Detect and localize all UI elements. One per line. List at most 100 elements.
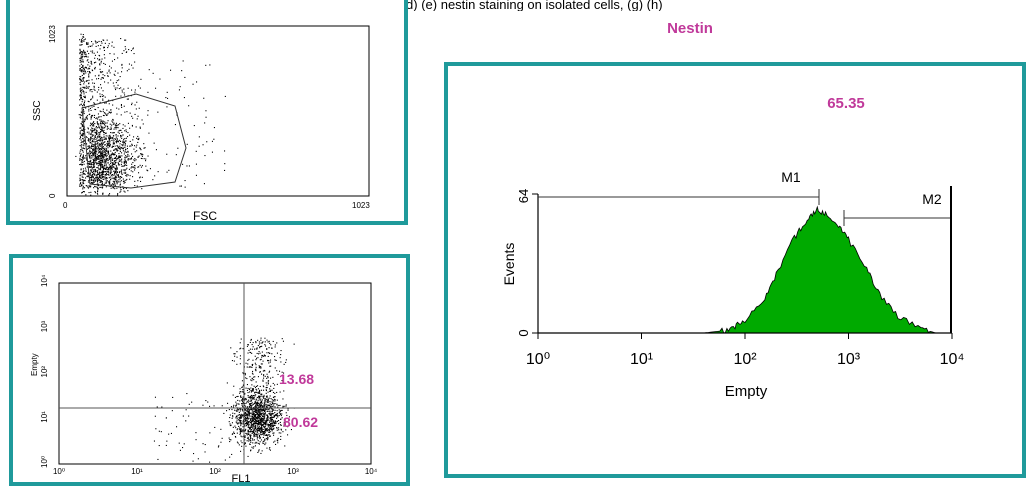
event-dot: [286, 414, 288, 416]
event-dot: [264, 425, 266, 427]
event-dot: [242, 421, 244, 423]
event-dot: [126, 51, 128, 53]
event-dot: [239, 410, 241, 412]
event-dot: [83, 96, 85, 98]
event-dot: [84, 173, 86, 175]
event-dot: [193, 453, 195, 455]
event-dot: [100, 165, 102, 167]
event-dot: [81, 101, 83, 103]
event-dot: [280, 438, 282, 440]
event-dot: [256, 442, 258, 444]
event-dot: [99, 175, 101, 177]
event-dot: [94, 66, 96, 68]
event-dot: [95, 127, 97, 129]
event-dot: [258, 420, 260, 422]
event-dot: [140, 157, 142, 159]
chart-title: Nestin: [667, 20, 713, 37]
event-dot: [234, 353, 236, 355]
event-dot: [89, 177, 91, 179]
event-dot: [97, 41, 99, 43]
event-dot: [98, 156, 100, 158]
event-dot: [81, 192, 83, 194]
event-dot: [260, 394, 262, 396]
event-dot: [247, 344, 249, 346]
event-dot: [89, 162, 91, 164]
event-dot: [124, 145, 126, 147]
event-dot: [119, 155, 121, 157]
event-dot: [106, 109, 108, 111]
event-dot: [108, 137, 110, 139]
event-dot: [118, 163, 120, 165]
event-dot: [157, 458, 159, 460]
event-dot: [274, 344, 276, 346]
event-dot: [280, 429, 282, 431]
event-dot: [99, 135, 101, 137]
event-dot: [270, 389, 272, 391]
event-dot: [79, 116, 81, 118]
event-dot: [90, 109, 92, 111]
event-dot: [276, 399, 278, 401]
event-dot: [126, 167, 128, 169]
event-dot: [102, 146, 104, 148]
event-dot: [104, 42, 106, 44]
event-dot: [255, 409, 257, 411]
event-dot: [87, 145, 89, 147]
event-dot: [242, 384, 244, 386]
event-dot: [267, 424, 269, 426]
event-dot: [93, 150, 95, 152]
event-dot: [240, 440, 242, 442]
event-dot: [108, 144, 110, 146]
event-dot: [220, 428, 222, 430]
event-dot: [269, 342, 271, 344]
event-dot: [94, 142, 96, 144]
event-dot: [260, 398, 262, 400]
event-dot: [246, 389, 248, 391]
event-dot: [265, 403, 267, 405]
event-dot: [98, 134, 100, 136]
event-dot: [251, 384, 253, 386]
event-dot: [256, 410, 258, 412]
event-dot: [125, 168, 127, 170]
event-dot: [79, 88, 81, 90]
y-tick: 10⁰: [40, 456, 49, 468]
event-dot: [182, 163, 184, 165]
event-dot: [79, 130, 81, 132]
event-dot: [104, 144, 106, 146]
event-dot: [120, 140, 122, 142]
event-dot: [271, 408, 273, 410]
event-dot: [244, 418, 246, 420]
event-dot: [111, 60, 113, 62]
event-dot: [247, 399, 249, 401]
event-dot: [124, 46, 126, 48]
event-dot: [267, 359, 269, 361]
event-dot: [127, 87, 129, 89]
event-dot: [98, 155, 100, 157]
event-dot: [231, 453, 233, 455]
event-dot: [80, 40, 82, 42]
event-dot: [108, 103, 110, 105]
event-dot: [236, 415, 238, 417]
event-dot: [253, 439, 255, 441]
event-dot: [117, 175, 119, 177]
event-dot: [116, 158, 118, 160]
event-dot: [250, 396, 252, 398]
event-dot: [95, 129, 97, 131]
event-dot: [123, 50, 125, 52]
event-dot: [252, 370, 254, 372]
event-dot: [266, 419, 268, 421]
event-dot: [98, 40, 100, 42]
event-dot: [230, 406, 232, 408]
event-dot: [269, 435, 271, 437]
event-dot: [260, 411, 262, 413]
event-dot: [262, 440, 264, 442]
event-dot: [85, 87, 87, 89]
event-dot: [102, 171, 104, 173]
event-dot: [249, 436, 251, 438]
event-dot: [87, 173, 89, 175]
event-dot: [101, 157, 103, 159]
event-dot: [264, 399, 266, 401]
event-dot: [245, 417, 247, 419]
event-dot: [269, 420, 271, 422]
event-dot: [235, 405, 237, 407]
event-dot: [285, 361, 287, 363]
